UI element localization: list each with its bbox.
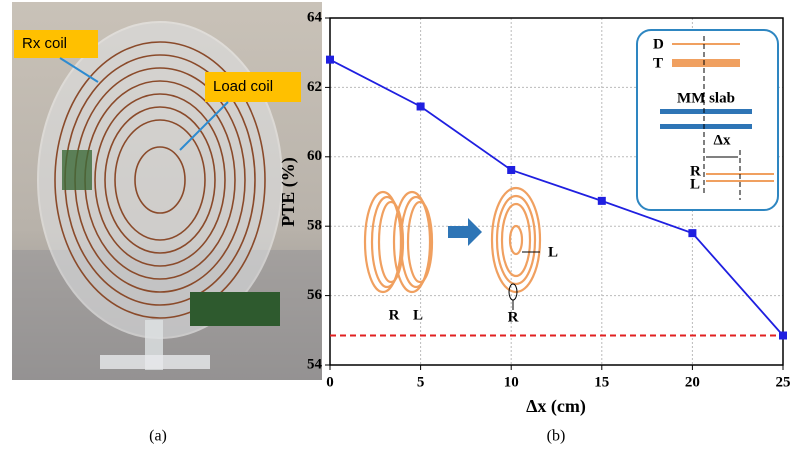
marker (779, 331, 787, 340)
inset-label: T (653, 55, 663, 71)
x-tick-label: 5 (417, 374, 425, 390)
y-tick-label: 56 (307, 287, 323, 303)
marker (507, 165, 516, 174)
marker (688, 229, 697, 238)
y-tick-label: 62 (307, 79, 322, 95)
inset-label: L (690, 176, 700, 192)
inset-label: Δx (714, 132, 731, 148)
panel-label: (a) (149, 428, 167, 445)
marker (597, 196, 606, 205)
plot-area: 54 56 58 60 62 64 0 5 10 15 20 25 (307, 9, 791, 390)
coil-drawing (363, 186, 542, 301)
inset-label: R (690, 163, 701, 179)
x-axis-label: Δx (cm) (526, 396, 586, 417)
panel-label: (b) (547, 428, 566, 445)
x-tick-label: 15 (594, 374, 609, 390)
x-tick-label: 10 (504, 374, 519, 390)
x-tick-label: 25 (776, 374, 791, 390)
y-tick-label: 54 (307, 356, 323, 372)
coil-label: L (548, 244, 558, 260)
marker (416, 102, 425, 111)
coil-label: R (508, 309, 519, 325)
inset-label: MM slab (677, 90, 735, 106)
y-tick-label: 64 (307, 9, 323, 25)
photo: Rx coil Load coil (12, 2, 322, 380)
y-tick-label: 58 (307, 218, 322, 234)
x-tick-label: 20 (685, 374, 700, 390)
arrow (448, 218, 482, 246)
annotation: Rx coil (22, 35, 67, 52)
coil-label: R (389, 307, 400, 323)
annotation: Load coil (213, 78, 273, 95)
coil-label: L (413, 307, 423, 323)
axes-frame (329, 17, 784, 366)
y-tick-label: 60 (307, 148, 322, 164)
marker (326, 55, 334, 64)
x-tick-label: 0 (326, 374, 334, 390)
y-axis-label: PTE (%) (278, 157, 299, 227)
inset: D T MM slab Δx R L (636, 29, 779, 211)
series-line (329, 58, 784, 337)
inset-label: D (653, 36, 664, 52)
